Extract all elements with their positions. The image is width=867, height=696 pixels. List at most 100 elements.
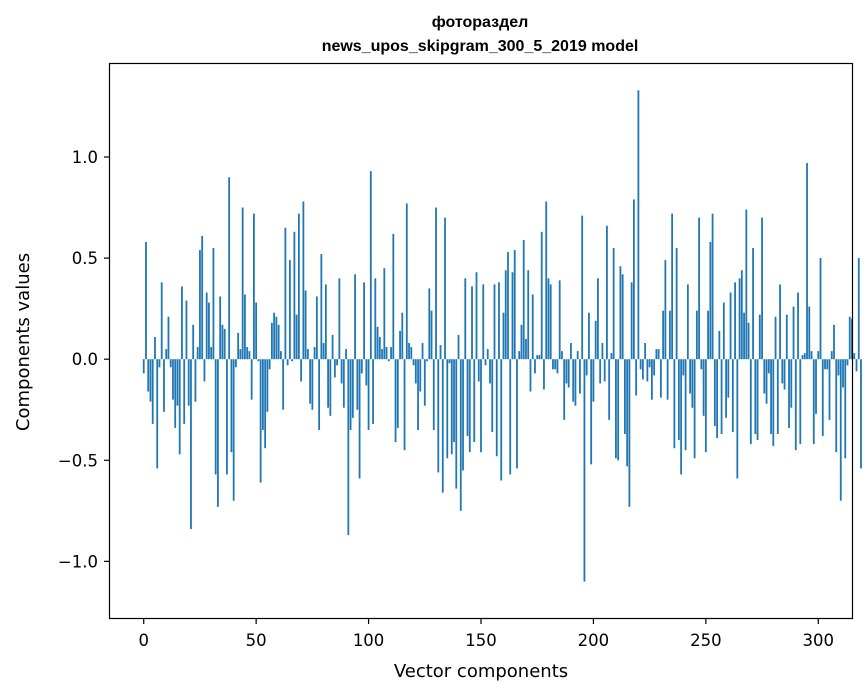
bar-61 bbox=[279, 351, 282, 360]
x-tick-label: 100 bbox=[353, 631, 385, 650]
bar-268 bbox=[745, 209, 748, 360]
bar-44 bbox=[241, 207, 244, 360]
bar-108 bbox=[385, 347, 388, 360]
bar-76 bbox=[313, 347, 316, 360]
bar-79 bbox=[320, 254, 323, 360]
bar-63 bbox=[284, 227, 287, 360]
bar-69 bbox=[297, 213, 300, 360]
bar-43 bbox=[239, 349, 242, 360]
bar-184 bbox=[556, 359, 559, 374]
bar-220 bbox=[637, 90, 640, 360]
bar-118 bbox=[408, 343, 410, 360]
bar-106 bbox=[381, 349, 383, 360]
bar-299 bbox=[815, 359, 817, 414]
bar-169 bbox=[522, 239, 525, 360]
bar-124 bbox=[421, 343, 424, 360]
bar-26 bbox=[201, 235, 204, 360]
bar-261 bbox=[729, 292, 732, 360]
y-axis-ticks: −1.0 −0.5 0.0 0.5 1.0 bbox=[58, 148, 110, 571]
bar-50 bbox=[255, 302, 258, 360]
bar-277 bbox=[765, 359, 768, 404]
bar-199 bbox=[590, 359, 593, 465]
bar-4 bbox=[151, 359, 154, 424]
bar-165 bbox=[513, 250, 516, 360]
bar-62 bbox=[282, 359, 285, 410]
bar-12 bbox=[169, 359, 172, 368]
bar-75 bbox=[311, 359, 314, 410]
bar-271 bbox=[752, 247, 754, 360]
bar-128 bbox=[430, 310, 433, 360]
bar-65 bbox=[288, 260, 291, 360]
bar-98 bbox=[363, 282, 365, 360]
bar-242 bbox=[686, 284, 689, 360]
bar-78 bbox=[318, 359, 321, 430]
bar-74 bbox=[309, 359, 312, 404]
x-tick-label: 150 bbox=[465, 631, 497, 650]
bar-100 bbox=[367, 359, 370, 430]
bar-282 bbox=[776, 359, 779, 435]
bar-290 bbox=[794, 359, 797, 451]
bar-64 bbox=[286, 359, 289, 366]
bar-80 bbox=[322, 343, 325, 360]
bar-279 bbox=[770, 359, 772, 435]
bar-252 bbox=[709, 241, 712, 360]
y-tick-label: −0.5 bbox=[58, 451, 98, 470]
bar-191 bbox=[572, 359, 575, 402]
bar-142 bbox=[462, 359, 464, 471]
bar-36 bbox=[223, 328, 226, 360]
bar-302 bbox=[821, 359, 824, 437]
bar-141 bbox=[459, 359, 462, 511]
bar-90 bbox=[345, 349, 347, 360]
bar-71 bbox=[302, 201, 305, 360]
bar-201 bbox=[594, 320, 597, 360]
bar-21 bbox=[190, 359, 192, 530]
bar-265 bbox=[738, 278, 741, 360]
bar-28 bbox=[205, 292, 208, 360]
bar-228 bbox=[655, 349, 658, 360]
bar-53 bbox=[262, 359, 264, 430]
bar-250 bbox=[704, 359, 707, 453]
bar-314 bbox=[848, 316, 851, 360]
bar-258 bbox=[722, 302, 725, 360]
x-tick-label: 300 bbox=[803, 631, 835, 650]
bar-97 bbox=[360, 359, 363, 374]
bar-122 bbox=[417, 359, 419, 430]
bar-27 bbox=[203, 359, 206, 382]
bar-219 bbox=[635, 359, 638, 396]
bar-114 bbox=[399, 330, 401, 360]
x-tick-label: 250 bbox=[690, 631, 722, 650]
bar-163 bbox=[509, 359, 512, 475]
bar-225 bbox=[648, 359, 651, 368]
bar-251 bbox=[707, 310, 709, 360]
bar-235 bbox=[671, 213, 674, 360]
bar-83 bbox=[329, 359, 332, 416]
x-tick-label: 0 bbox=[138, 631, 149, 650]
bar-151 bbox=[482, 284, 485, 360]
bar-301 bbox=[819, 258, 822, 360]
bar-305 bbox=[828, 359, 831, 420]
bar-307 bbox=[833, 324, 835, 360]
bar-94 bbox=[354, 274, 356, 360]
bar-232 bbox=[664, 260, 667, 360]
bar-202 bbox=[597, 278, 599, 360]
bar-164 bbox=[511, 272, 514, 360]
bar-11 bbox=[167, 316, 170, 360]
bar-215 bbox=[626, 359, 629, 467]
bar-5 bbox=[154, 336, 156, 360]
bar-57 bbox=[270, 322, 273, 360]
bar-283 bbox=[779, 284, 781, 360]
bar-213 bbox=[621, 274, 624, 360]
bar-227 bbox=[653, 359, 656, 376]
bar-216 bbox=[628, 359, 631, 507]
bar-204 bbox=[601, 343, 604, 360]
bar-9 bbox=[163, 359, 165, 412]
bar-309 bbox=[837, 359, 840, 376]
bar-288 bbox=[790, 359, 793, 408]
bar-138 bbox=[453, 359, 455, 443]
bar-289 bbox=[792, 306, 795, 360]
bar-155 bbox=[491, 359, 494, 432]
bar-173 bbox=[531, 294, 534, 360]
bar-171 bbox=[527, 270, 530, 360]
bar-32 bbox=[214, 359, 217, 475]
